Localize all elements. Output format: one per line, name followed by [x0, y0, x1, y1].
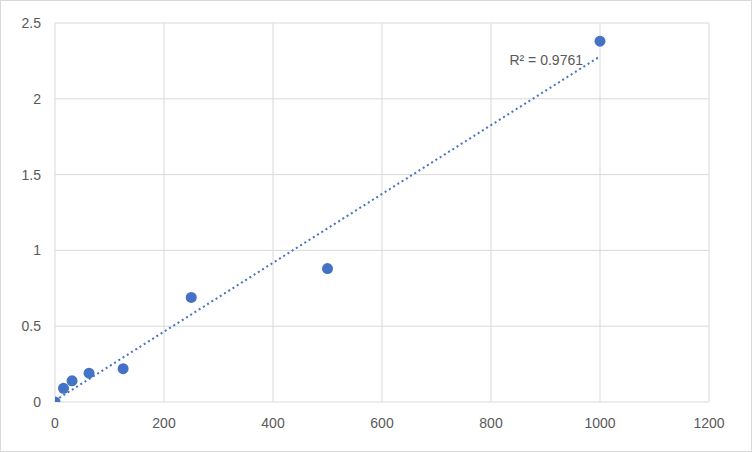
grid [55, 23, 709, 402]
data-point [84, 368, 95, 379]
x-grid-line [55, 23, 56, 402]
y-grid-line [55, 98, 709, 99]
y-grid-line [55, 326, 709, 327]
y-tick-label: 0 [33, 394, 41, 410]
x-tick-label: 1000 [584, 415, 615, 431]
x-grid-line [273, 23, 274, 402]
y-tick-label: 0.5 [22, 318, 42, 334]
trendline [55, 56, 600, 400]
y-grid-line [55, 402, 709, 403]
y-grid-line [55, 250, 709, 251]
data-point [67, 375, 78, 386]
x-tick-label: 800 [479, 415, 503, 431]
y-tick-label: 2.5 [22, 15, 42, 31]
y-tick-label: 1 [33, 242, 41, 258]
data-point [186, 292, 197, 303]
y-tick-label: 2 [33, 91, 41, 107]
x-tick-label: 200 [152, 415, 176, 431]
data-point [322, 263, 333, 274]
x-grid-line [709, 23, 710, 402]
chart-border [1, 1, 752, 452]
data-point [58, 383, 69, 394]
x-tick-label: 0 [51, 415, 59, 431]
tick-labels: 0 200 400 600 800 1000 1200 0 0.5 1 1.5 2 2.5 [22, 15, 725, 431]
y-grid-line [55, 174, 709, 175]
chart: 0 200 400 600 800 1000 1200 0 0.5 1 1.5 2 2.5 R² = 0.… [0, 0, 752, 452]
x-tick-label: 600 [370, 415, 394, 431]
data-point [595, 36, 606, 47]
x-grid-line [491, 23, 492, 402]
x-grid-line [164, 23, 165, 402]
x-grid-line [600, 23, 601, 402]
x-tick-label: 1200 [693, 415, 724, 431]
y-tick-label: 1.5 [22, 167, 42, 183]
x-grid-line [382, 23, 383, 402]
r-squared-annotation: R² = 0.9761 [509, 52, 583, 68]
plot-area [55, 36, 606, 402]
chart-root: 0 200 400 600 800 1000 1200 0 0.5 1 1.5 2 2.5 R² = 0.… [0, 0, 752, 452]
x-tick-label: 400 [261, 415, 285, 431]
y-grid-line [55, 23, 709, 24]
data-point [118, 363, 129, 374]
